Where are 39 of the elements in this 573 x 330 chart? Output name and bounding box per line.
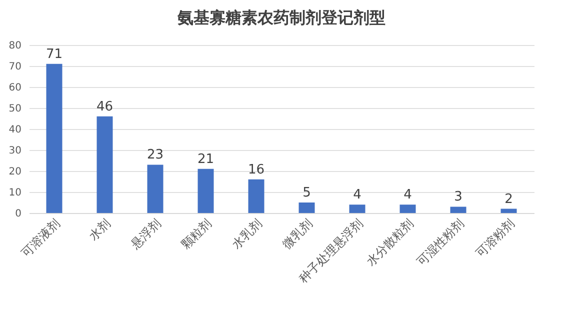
x-tick-label: 可溶液剂: [18, 216, 63, 260]
y-tick-label: 0: [15, 208, 22, 220]
y-tick-label: 10: [8, 188, 22, 198]
bar: [46, 64, 62, 213]
y-tick-label: 50: [8, 104, 22, 114]
bar: [349, 204, 366, 213]
y-tick-label: 20: [8, 166, 22, 178]
x-tick-label: 水分散粒剂: [364, 216, 416, 268]
data-label: 4: [404, 188, 412, 203]
data-label: 2: [504, 192, 513, 207]
bar: [96, 116, 113, 213]
y-tick-label: 80: [8, 40, 22, 52]
data-label: 16: [248, 162, 265, 178]
data-label: 71: [46, 46, 63, 62]
y-tick-label: 40: [8, 124, 22, 136]
y-tick-label: 70: [8, 62, 22, 72]
data-label: 46: [96, 99, 114, 114]
bar: [198, 168, 214, 213]
data-label: 23: [146, 148, 164, 163]
x-tick-label: 颗粒剂: [178, 216, 214, 252]
data-label: 4: [353, 188, 362, 203]
bar: [248, 179, 264, 213]
chart-title: 氨基寡糖素农药制剂登记剂型: [176, 8, 386, 27]
y-tick-label: 30: [8, 146, 22, 156]
x-tick-label: 可湿性粉剂: [414, 216, 467, 268]
bar: [500, 208, 517, 213]
x-tick-label: 水剂: [86, 216, 114, 243]
x-tick-label: 水乳剂: [229, 216, 265, 252]
x-tick-label: 可溶粉剂: [473, 216, 518, 260]
data-label: 5: [302, 186, 311, 200]
bar: [450, 206, 466, 213]
x-tick-label: 微乳剂: [280, 216, 316, 252]
x-tick-label: 悬浮剂: [128, 216, 164, 252]
bar: [298, 202, 315, 213]
y-tick-label: 60: [8, 82, 22, 94]
bar: [147, 164, 164, 213]
data-label: 3: [454, 190, 462, 205]
data-label: 21: [197, 152, 214, 167]
bar: [400, 204, 416, 213]
